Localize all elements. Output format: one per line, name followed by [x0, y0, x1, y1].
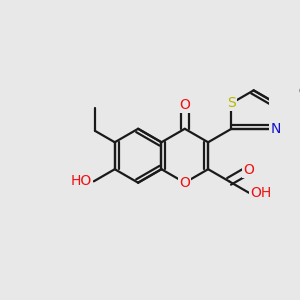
Text: N: N	[271, 122, 281, 136]
Text: CH₃: CH₃	[299, 85, 300, 98]
Text: O: O	[244, 163, 254, 177]
Text: O: O	[179, 98, 190, 112]
Text: OH: OH	[250, 186, 272, 200]
Text: HO: HO	[71, 174, 92, 188]
Text: S: S	[227, 96, 236, 110]
Text: O: O	[179, 176, 190, 190]
